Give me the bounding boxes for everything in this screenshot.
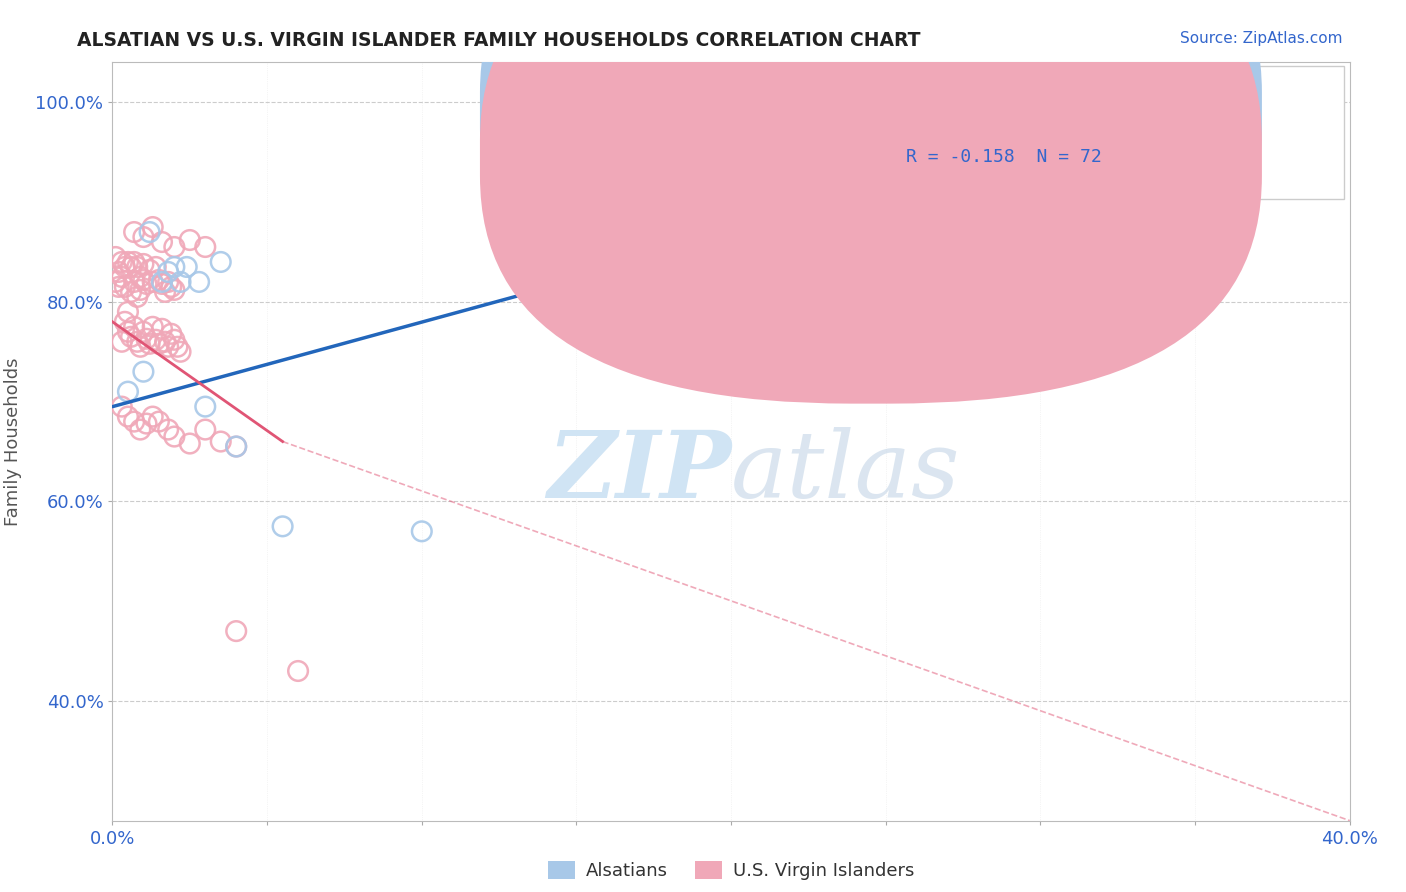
Point [107, 280, 129, 294]
Point [142, 409, 165, 424]
Point [111, 400, 134, 414]
Point [194, 423, 217, 437]
Point [114, 260, 136, 274]
Text: R =  0.511  N = 25: R = 0.511 N = 25 [905, 101, 1101, 120]
Point [163, 429, 186, 443]
FancyBboxPatch shape [479, 0, 1263, 403]
Point [150, 235, 173, 249]
Point [209, 255, 232, 269]
Point [132, 365, 155, 379]
Point [142, 319, 165, 334]
Point [107, 265, 129, 279]
Point [148, 336, 170, 351]
Point [120, 285, 142, 299]
Point [157, 340, 180, 354]
Point [117, 384, 139, 399]
Point [194, 240, 217, 254]
Point [157, 275, 180, 289]
FancyBboxPatch shape [479, 0, 1263, 356]
FancyBboxPatch shape [824, 66, 1344, 199]
Point [209, 434, 232, 449]
Point [225, 440, 247, 454]
Text: Source: ZipAtlas.com: Source: ZipAtlas.com [1180, 31, 1343, 46]
Point [120, 260, 142, 274]
Point [135, 417, 157, 431]
Point [132, 273, 155, 287]
Point [129, 283, 152, 297]
Point [157, 265, 180, 279]
Text: atlas: atlas [731, 427, 960, 516]
Point [117, 325, 139, 339]
Point [150, 275, 173, 289]
Point [176, 260, 198, 274]
Y-axis label: Family Households: Family Households [4, 358, 21, 525]
Point [163, 333, 186, 347]
Point [132, 230, 155, 244]
Point [122, 275, 145, 289]
Point [163, 240, 186, 254]
Point [127, 290, 149, 304]
Text: R = -0.158  N = 72: R = -0.158 N = 72 [905, 148, 1101, 166]
Point [166, 340, 188, 354]
Point [720, 215, 742, 229]
Point [117, 255, 139, 269]
Point [129, 423, 152, 437]
Legend: Alsatians, U.S. Virgin Islanders: Alsatians, U.S. Virgin Islanders [541, 854, 921, 888]
Point [114, 315, 136, 329]
Point [271, 519, 294, 533]
Point [138, 225, 160, 239]
Point [145, 260, 167, 274]
Point [287, 664, 309, 678]
Point [132, 325, 155, 339]
Point [135, 277, 157, 291]
Point [163, 260, 186, 274]
Point [117, 305, 139, 319]
Point [142, 275, 165, 289]
Point [148, 273, 170, 287]
Point [129, 269, 152, 284]
Point [138, 336, 160, 351]
Point [132, 257, 155, 271]
Point [148, 415, 170, 429]
Point [104, 275, 127, 289]
Text: ALSATIAN VS U.S. VIRGIN ISLANDER FAMILY HOUSEHOLDS CORRELATION CHART: ALSATIAN VS U.S. VIRGIN ISLANDER FAMILY … [77, 31, 921, 50]
Point [120, 330, 142, 344]
Point [150, 277, 173, 291]
Point [150, 322, 173, 336]
Point [169, 275, 191, 289]
Point [122, 255, 145, 269]
Point [169, 344, 191, 359]
Point [122, 319, 145, 334]
Point [114, 280, 136, 294]
Point [194, 400, 217, 414]
Point [153, 285, 176, 299]
Point [104, 250, 127, 264]
Point [129, 340, 152, 354]
Point [163, 283, 186, 297]
Point [117, 409, 139, 424]
Point [160, 326, 183, 341]
Point [179, 436, 201, 450]
Point [111, 269, 134, 284]
Point [111, 255, 134, 269]
Point [153, 334, 176, 349]
Point [122, 225, 145, 239]
Point [160, 280, 183, 294]
Point [188, 275, 211, 289]
Point [127, 334, 149, 349]
Point [138, 263, 160, 277]
Point [122, 415, 145, 429]
Point [411, 524, 433, 539]
Point [179, 233, 201, 247]
Point [111, 334, 134, 349]
Point [1215, 95, 1237, 110]
Point [225, 624, 247, 639]
Point [157, 423, 180, 437]
Point [145, 333, 167, 347]
Point [225, 440, 247, 454]
Point [127, 260, 149, 274]
Point [135, 332, 157, 346]
Text: ZIP: ZIP [547, 427, 731, 516]
Point [142, 220, 165, 235]
